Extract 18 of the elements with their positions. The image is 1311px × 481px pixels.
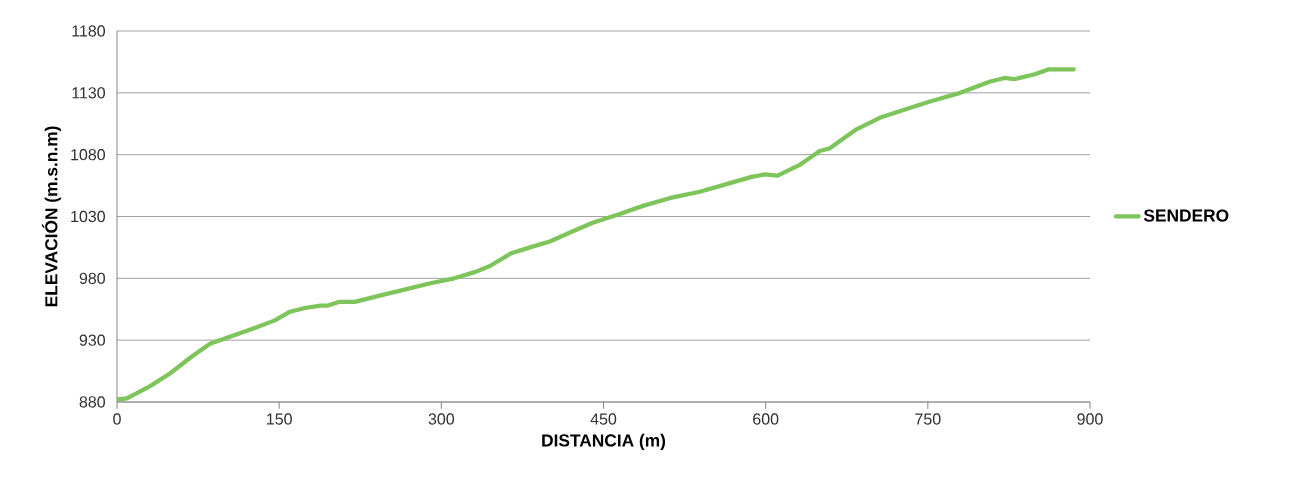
line-series [117,67,1076,402]
y-tick-label: 930 [79,334,106,346]
x-tick-label: 300 [428,413,455,425]
y-tick-label: 1180 [72,25,106,37]
y-tick-label: 1080 [71,149,106,161]
y-tick-label: 1130 [72,87,106,99]
y-tick-label: 880 [79,396,106,408]
y-tick-label: 1030 [71,210,106,223]
x-tick-label: 750 [915,413,941,425]
x-tick-label: 900 [1077,413,1103,425]
x-axis-title: DISTANCIA (m) [542,433,666,450]
legend-label: SENDERO [1143,209,1229,222]
x-tick-label: 0 [113,413,121,425]
x-tick-label: 600 [753,413,779,425]
y-tick-label: 980 [79,272,106,284]
x-tick-label: 150 [267,413,292,425]
x-tick-label: 450 [590,413,617,425]
y-axis-title: ELEVACIÓN (m.s.n.m) [41,126,61,307]
